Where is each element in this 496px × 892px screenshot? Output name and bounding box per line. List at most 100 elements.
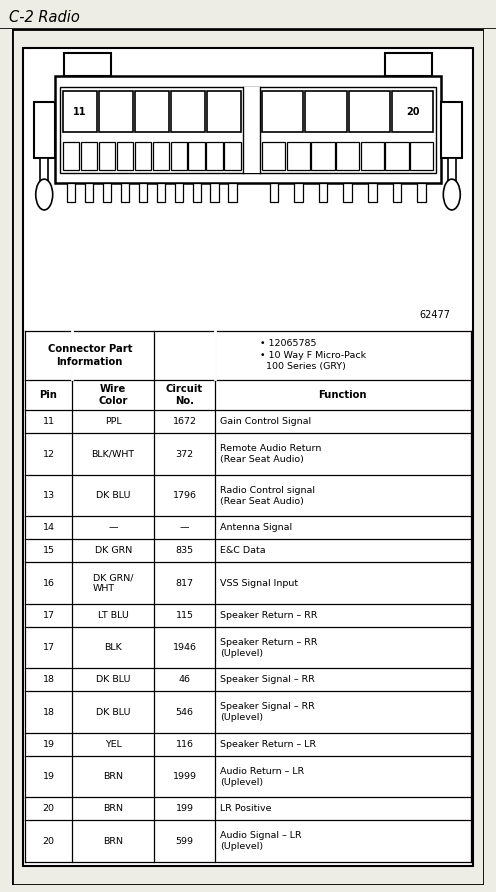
Text: Radio Control signal
(Rear Seat Audio): Radio Control signal (Rear Seat Audio): [220, 485, 315, 506]
Bar: [368, 184, 376, 202]
Text: Circuit
No.: Circuit No.: [166, 384, 203, 406]
Text: 115: 115: [176, 611, 193, 620]
Bar: [361, 143, 384, 169]
Text: • 12065785
• 10 Way F Micro-Pack
  100 Series (GRY): • 12065785 • 10 Way F Micro-Pack 100 Ser…: [259, 339, 366, 371]
Text: —: —: [109, 524, 118, 533]
Bar: [385, 53, 432, 77]
Bar: [171, 143, 187, 169]
Bar: [207, 91, 241, 132]
Bar: [117, 143, 133, 169]
Bar: [294, 184, 303, 202]
Bar: [55, 77, 441, 184]
Circle shape: [36, 179, 53, 210]
Bar: [99, 91, 133, 132]
Text: DK BLU: DK BLU: [96, 491, 130, 500]
Bar: [103, 184, 111, 202]
Bar: [99, 143, 115, 169]
Bar: [40, 158, 49, 205]
Text: BLK/WHT: BLK/WHT: [92, 450, 135, 458]
Bar: [192, 184, 201, 202]
Bar: [34, 103, 55, 158]
Bar: [121, 184, 129, 202]
Text: Wire
Color: Wire Color: [99, 384, 128, 406]
Text: Gain Control Signal: Gain Control Signal: [220, 417, 311, 426]
Bar: [210, 184, 219, 202]
Text: 11: 11: [43, 417, 55, 426]
Text: 17: 17: [43, 643, 55, 652]
Text: 20: 20: [406, 106, 419, 117]
Bar: [139, 184, 147, 202]
Bar: [64, 53, 111, 77]
Bar: [61, 87, 435, 173]
Bar: [81, 143, 97, 169]
Text: PPL: PPL: [105, 417, 122, 426]
Text: Speaker Return – RR: Speaker Return – RR: [220, 611, 318, 620]
Bar: [153, 143, 169, 169]
Text: 1672: 1672: [173, 417, 196, 426]
Bar: [188, 143, 205, 169]
Text: Speaker Signal – RR: Speaker Signal – RR: [220, 675, 315, 684]
Text: BRN: BRN: [103, 837, 123, 846]
Text: 1796: 1796: [173, 491, 196, 500]
Text: BLK: BLK: [104, 643, 122, 652]
Bar: [63, 91, 97, 132]
Bar: [306, 91, 347, 132]
Text: 546: 546: [176, 707, 193, 716]
Circle shape: [443, 179, 460, 210]
Bar: [417, 184, 426, 202]
Text: 20: 20: [43, 837, 55, 846]
Bar: [85, 184, 93, 202]
Text: DK GRN/
WHT: DK GRN/ WHT: [93, 573, 133, 593]
Bar: [171, 91, 205, 132]
Text: Pin: Pin: [40, 390, 58, 400]
Text: Function: Function: [318, 390, 367, 400]
Bar: [206, 143, 223, 169]
Bar: [393, 184, 401, 202]
Text: E&C Data: E&C Data: [220, 547, 266, 556]
Text: Antenna Signal: Antenna Signal: [220, 524, 292, 533]
Text: 599: 599: [176, 837, 193, 846]
Bar: [392, 91, 433, 132]
Bar: [287, 143, 310, 169]
Bar: [385, 143, 409, 169]
Bar: [269, 184, 278, 202]
Text: VSS Signal Input: VSS Signal Input: [220, 579, 299, 588]
Text: 817: 817: [176, 579, 193, 588]
Bar: [243, 87, 260, 173]
Bar: [262, 91, 304, 132]
Bar: [262, 143, 285, 169]
Text: 199: 199: [176, 805, 193, 814]
Text: —: —: [180, 524, 189, 533]
Text: LR Positive: LR Positive: [220, 805, 272, 814]
Bar: [157, 184, 165, 202]
Text: LT BLU: LT BLU: [98, 611, 128, 620]
Text: Speaker Return – LR: Speaker Return – LR: [220, 739, 316, 748]
Text: YEL: YEL: [105, 739, 122, 748]
Text: 46: 46: [179, 675, 190, 684]
Bar: [336, 143, 359, 169]
Bar: [410, 143, 433, 169]
Text: Speaker Signal – RR
(Uplevel): Speaker Signal – RR (Uplevel): [220, 702, 315, 723]
Text: 14: 14: [43, 524, 55, 533]
Text: BRN: BRN: [103, 805, 123, 814]
Bar: [229, 184, 237, 202]
Text: Audio Signal – LR
(Uplevel): Audio Signal – LR (Uplevel): [220, 831, 302, 851]
Bar: [311, 143, 335, 169]
Bar: [63, 143, 79, 169]
Text: 1946: 1946: [173, 643, 196, 652]
Text: C-2 Radio: C-2 Radio: [9, 10, 80, 25]
Text: 20: 20: [43, 805, 55, 814]
Text: DK GRN: DK GRN: [95, 547, 132, 556]
Bar: [175, 184, 183, 202]
Text: Speaker Return – RR
(Uplevel): Speaker Return – RR (Uplevel): [220, 638, 318, 657]
Bar: [134, 143, 151, 169]
Bar: [343, 184, 352, 202]
Text: 12: 12: [43, 450, 55, 458]
Bar: [67, 184, 75, 202]
Text: 62477: 62477: [420, 310, 450, 320]
Text: 11: 11: [73, 106, 87, 117]
Text: DK BLU: DK BLU: [96, 707, 130, 716]
Text: 835: 835: [176, 547, 193, 556]
Text: 372: 372: [176, 450, 193, 458]
Text: BRN: BRN: [103, 772, 123, 781]
